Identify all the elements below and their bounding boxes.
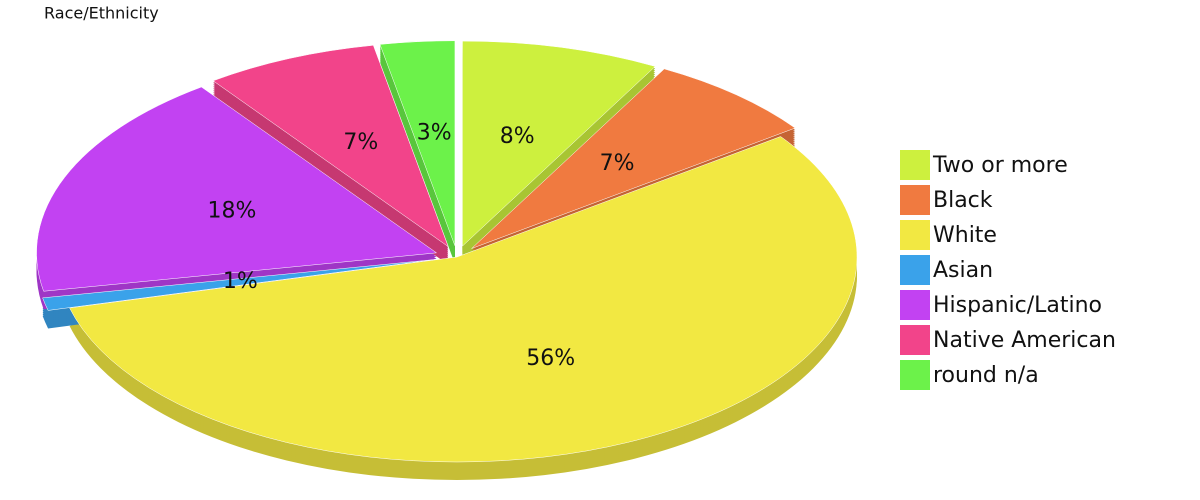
legend-label: Hispanic/Latino <box>933 293 1102 318</box>
legend-label: Two or more <box>932 153 1068 178</box>
legend-swatch <box>900 325 930 355</box>
slice <box>471 68 796 249</box>
legend-swatch <box>900 290 930 320</box>
value-label: 7% <box>343 130 378 155</box>
slice <box>212 45 449 248</box>
slice <box>379 40 456 246</box>
legend-label: round n/a <box>933 363 1039 388</box>
chart-title: Race/Ethnicity <box>44 4 159 23</box>
legend-label: Native American <box>933 328 1116 353</box>
legend-swatch <box>900 220 930 250</box>
legend-label: Asian <box>933 258 993 283</box>
slice <box>36 86 438 292</box>
legend-label: Black <box>933 188 993 213</box>
slice <box>462 40 656 247</box>
value-label: 8% <box>500 124 535 149</box>
value-label: 3% <box>417 121 452 146</box>
legend-swatch <box>900 150 930 180</box>
slice <box>69 136 858 463</box>
value-label: 7% <box>600 151 635 176</box>
value-label: 1% <box>223 269 258 294</box>
legend-swatch <box>900 360 930 390</box>
value-label: 56% <box>526 346 575 371</box>
legend-swatch <box>900 255 930 285</box>
legend-label: White <box>933 223 997 248</box>
slice <box>42 259 436 311</box>
value-label: 18% <box>208 198 257 223</box>
legend-swatch <box>900 185 930 215</box>
